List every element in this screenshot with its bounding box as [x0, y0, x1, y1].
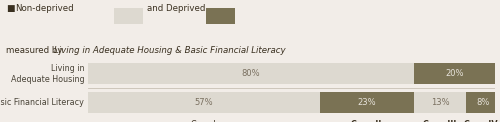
Text: Basic Financial Literacy: Basic Financial Literacy [0, 98, 84, 107]
Text: ■: ■ [6, 4, 14, 13]
Bar [320, 92, 414, 113]
Text: 23%: 23% [358, 98, 376, 107]
Text: 13%: 13% [430, 98, 450, 107]
Text: Case III: Case III [424, 120, 456, 122]
Text: Living in Adequate Housing & Basic Financial Literacy: Living in Adequate Housing & Basic Finan… [54, 46, 286, 55]
Text: Case II: Case II [352, 120, 382, 122]
Text: and Deprived: and Deprived [147, 4, 206, 13]
Text: 20%: 20% [445, 69, 464, 78]
Text: measured by: measured by [6, 46, 65, 55]
Bar [414, 63, 495, 84]
Text: Case IV: Case IV [464, 120, 498, 122]
Text: 57%: 57% [194, 98, 213, 107]
Text: Case I: Case I [192, 120, 216, 122]
Text: 8%: 8% [476, 98, 490, 107]
Text: Living in
Adequate Housing: Living in Adequate Housing [10, 64, 84, 84]
Bar [88, 92, 320, 113]
Bar [466, 92, 499, 113]
Text: 80%: 80% [241, 69, 260, 78]
Bar [414, 92, 467, 113]
Text: Non-deprived: Non-deprived [15, 4, 74, 13]
Bar [88, 63, 413, 84]
